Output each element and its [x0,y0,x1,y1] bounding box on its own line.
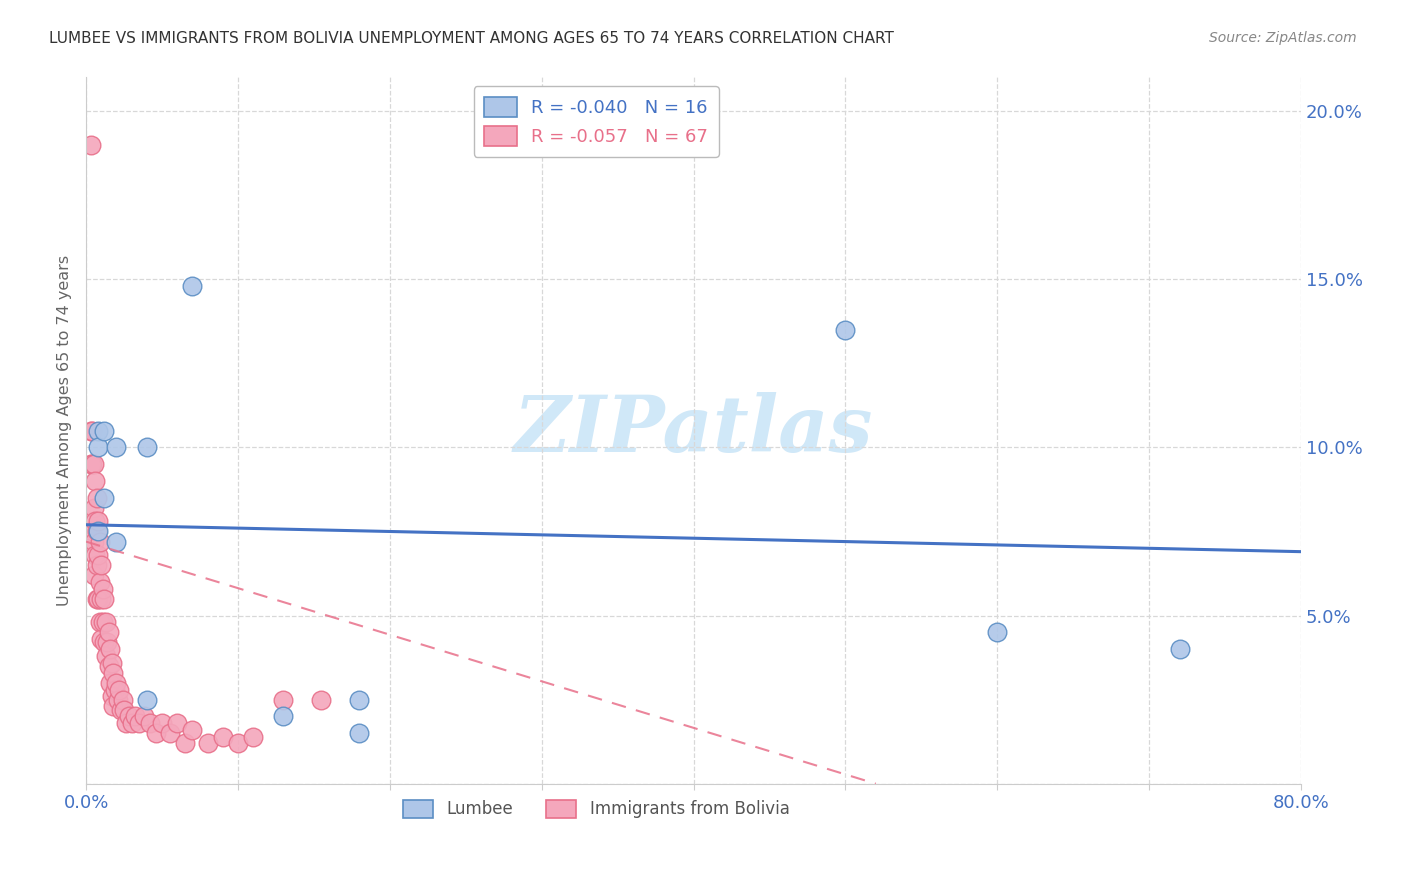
Point [82,424,104,438]
Point [181,723,204,737]
Point [93,491,115,505]
Point [93,635,115,649]
Point [1168,642,1191,657]
Point [105,676,128,690]
Point [104,682,127,697]
Text: Source: ZipAtlas.com: Source: ZipAtlas.com [1209,31,1357,45]
Point [86,591,108,606]
Point [87,441,110,455]
Point [101,656,124,670]
Point [91,615,114,630]
Point [197,736,219,750]
Point [93,591,115,606]
Point [139,716,162,731]
Point [90,632,112,646]
Point [128,716,150,731]
Point [87,424,110,438]
Point [166,716,188,731]
Point [82,524,104,539]
Point [159,726,181,740]
Point [87,591,110,606]
Point [135,441,157,455]
Point [226,736,249,750]
Point [173,736,195,750]
Point [87,548,110,562]
Point [105,441,128,455]
Point [83,457,105,471]
Point [98,676,121,690]
Point [986,625,1008,640]
Point [103,699,125,714]
Point [87,515,110,529]
Point [311,692,333,706]
Point [86,524,108,539]
Point [135,692,157,706]
Point [79,457,101,471]
Point [349,726,371,740]
Point [97,659,120,673]
Point [112,703,135,717]
Point [96,635,118,649]
Point [94,615,117,630]
Point [89,615,111,630]
Point [83,534,105,549]
Y-axis label: Unemployment Among Ages 65 to 74 years: Unemployment Among Ages 65 to 74 years [58,255,72,607]
Point [98,642,121,657]
Point [110,703,132,717]
Point [83,568,105,582]
Point [90,558,112,573]
Point [97,625,120,640]
Point [349,692,371,706]
Point [82,457,104,471]
Point [117,709,139,723]
Point [273,692,295,706]
Point [83,500,105,515]
Point [89,534,111,549]
Point [121,716,143,731]
Point [834,323,856,337]
Point [132,709,155,723]
Point [86,491,108,505]
Point [86,558,108,573]
Point [89,574,111,589]
Point [90,591,112,606]
Point [79,137,101,152]
Point [93,424,115,438]
Point [111,692,134,706]
Text: ZIPatlas: ZIPatlas [513,392,873,469]
Text: LUMBEE VS IMMIGRANTS FROM BOLIVIA UNEMPLOYMENT AMONG AGES 65 TO 74 YEARS CORRELA: LUMBEE VS IMMIGRANTS FROM BOLIVIA UNEMPL… [49,31,894,46]
Point [105,534,128,549]
Point [101,690,124,704]
Point [181,279,204,293]
Point [79,424,101,438]
Point [91,582,114,596]
Point [107,692,129,706]
Legend: Lumbee, Immigrants from Bolivia: Lumbee, Immigrants from Bolivia [396,793,796,825]
Point [94,648,117,663]
Point [108,682,131,697]
Point [103,665,125,680]
Point [87,524,110,539]
Point [124,709,146,723]
Point [145,726,167,740]
Point [84,515,107,529]
Point [211,730,233,744]
Point [84,474,107,488]
Point [84,548,107,562]
Point [150,716,173,731]
Point [242,730,264,744]
Point [273,709,295,723]
Point [114,716,136,731]
